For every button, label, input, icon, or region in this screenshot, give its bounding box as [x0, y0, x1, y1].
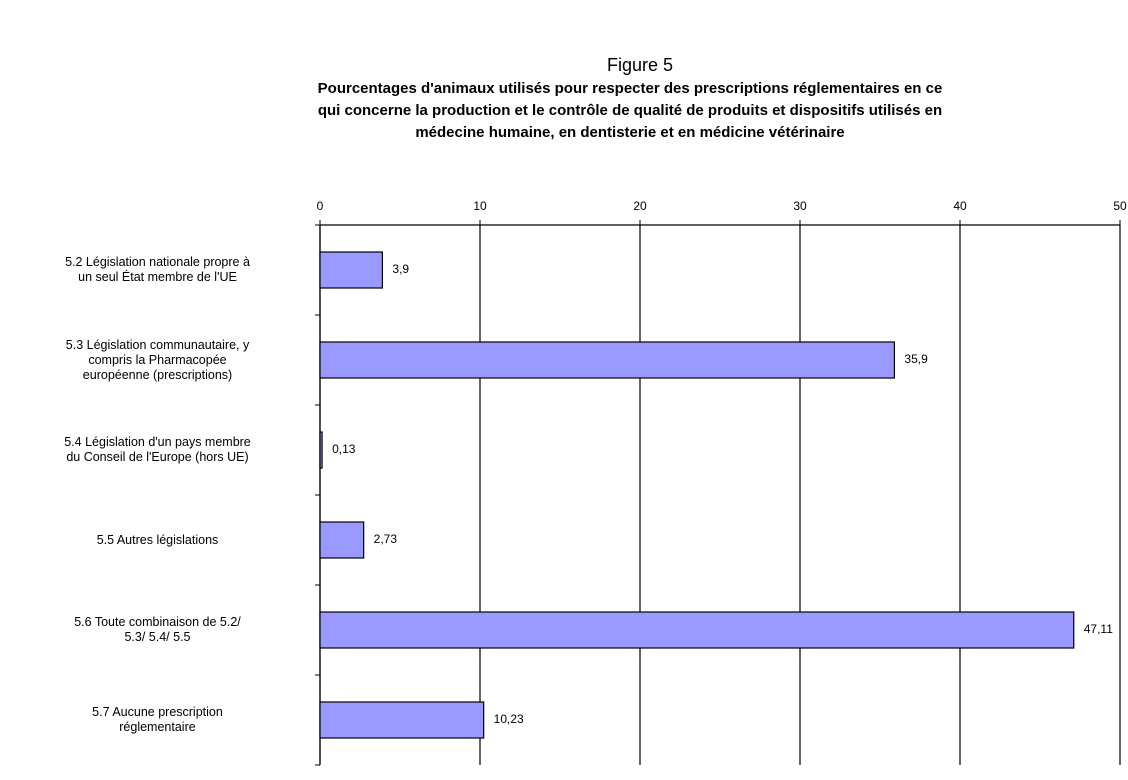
data-label: 0,13 [332, 442, 356, 456]
data-label: 35,9 [904, 352, 928, 366]
data-label: 2,73 [374, 532, 398, 546]
bar [319, 611, 1075, 649]
x-tick-label: 50 [1113, 199, 1127, 213]
data-label: 3,9 [392, 262, 409, 276]
data-label: 47,11 [1084, 622, 1113, 636]
bar [319, 251, 384, 289]
category-box: 5.2 Législation nationale propre à un se… [65, 255, 250, 284]
y-tick-label: 5.2 Législation nationale propre à un se… [65, 255, 250, 284]
y-tick-label: 5.4 Législation d'un pays membre du Cons… [64, 435, 251, 464]
y-tick-label: 5.3 Législation communautaire, y compris… [65, 337, 250, 382]
chart-title: Figure 5 [607, 55, 673, 75]
bar [319, 521, 365, 559]
category-box: 5.5 Autres législations [96, 532, 219, 547]
data-label: 10,23 [494, 712, 524, 726]
y-tick-label: 5.5 Autres législations [96, 532, 219, 547]
subtitle-box: Pourcentages d'animaux utilisés pour res… [317, 80, 943, 141]
category-box: 5.4 Législation d'un pays membre du Cons… [64, 435, 251, 464]
bar [319, 431, 323, 469]
x-tick-label: 40 [953, 199, 967, 213]
x-tick-label: 10 [473, 199, 487, 213]
category-box: 5.7 Aucune prescription réglementaire [92, 705, 223, 734]
x-tick-label: 30 [793, 199, 807, 213]
y-tick-label: 5.7 Aucune prescription réglementaire [92, 705, 223, 734]
chart-subtitle: Pourcentages d'animaux utilisés pour res… [317, 80, 943, 141]
category-box: 5.6 Toute combinaison de 5.2/ 5.3/ 5.4/ … [74, 615, 241, 644]
x-tick-label: 20 [633, 199, 647, 213]
y-tick-label: 5.6 Toute combinaison de 5.2/ 5.3/ 5.4/ … [74, 615, 241, 644]
x-tick-label: 0 [317, 199, 324, 213]
category-box: 5.3 Législation communautaire, y compris… [65, 337, 250, 382]
bar [319, 341, 896, 379]
bar [319, 701, 485, 739]
